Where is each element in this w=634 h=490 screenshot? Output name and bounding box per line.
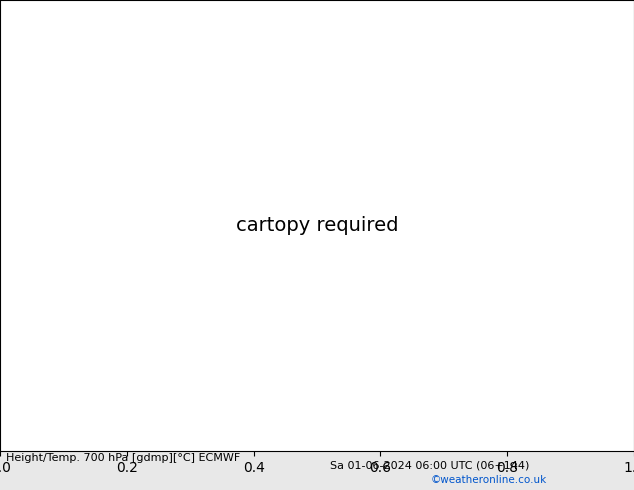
Text: ©weatheronline.co.uk: ©weatheronline.co.uk <box>431 475 547 485</box>
Text: Height/Temp. 700 hPa [gdmp][°C] ECMWF: Height/Temp. 700 hPa [gdmp][°C] ECMWF <box>6 453 240 463</box>
Text: cartopy required: cartopy required <box>236 216 398 235</box>
Text: Sa 01-06-2024 06:00 UTC (06+144): Sa 01-06-2024 06:00 UTC (06+144) <box>330 461 529 470</box>
